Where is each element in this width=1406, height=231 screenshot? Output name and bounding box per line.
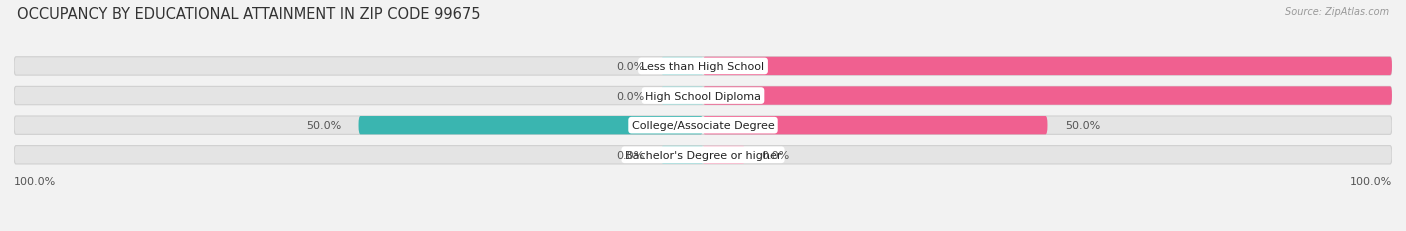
Text: 0.0%: 0.0% [616,150,644,160]
Text: 50.0%: 50.0% [1064,121,1099,131]
Text: 0.0%: 0.0% [616,62,644,72]
Text: 0.0%: 0.0% [616,91,644,101]
Text: OCCUPANCY BY EDUCATIONAL ATTAINMENT IN ZIP CODE 99675: OCCUPANCY BY EDUCATIONAL ATTAINMENT IN Z… [17,7,481,22]
FancyBboxPatch shape [662,146,703,164]
FancyBboxPatch shape [703,146,744,164]
FancyBboxPatch shape [662,58,703,76]
FancyBboxPatch shape [14,87,1392,105]
Text: Bachelor's Degree or higher: Bachelor's Degree or higher [624,150,782,160]
FancyBboxPatch shape [703,116,1047,135]
Text: 100.0%: 100.0% [1350,176,1392,186]
Text: 100.0%: 100.0% [14,176,56,186]
FancyBboxPatch shape [14,116,1392,135]
FancyBboxPatch shape [14,58,1392,76]
Text: 0.0%: 0.0% [762,150,790,160]
FancyBboxPatch shape [703,58,1392,76]
Text: Less than High School: Less than High School [641,62,765,72]
Text: College/Associate Degree: College/Associate Degree [631,121,775,131]
FancyBboxPatch shape [359,116,703,135]
Text: Source: ZipAtlas.com: Source: ZipAtlas.com [1285,7,1389,17]
FancyBboxPatch shape [14,146,1392,164]
Text: High School Diploma: High School Diploma [645,91,761,101]
Text: 50.0%: 50.0% [307,121,342,131]
FancyBboxPatch shape [703,87,1392,105]
FancyBboxPatch shape [662,87,703,105]
